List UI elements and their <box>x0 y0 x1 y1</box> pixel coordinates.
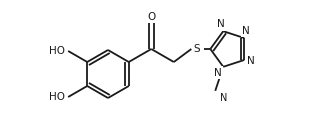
Text: HO: HO <box>49 46 65 56</box>
Text: N: N <box>242 26 250 36</box>
Text: HO: HO <box>49 92 65 102</box>
Text: N: N <box>219 93 227 103</box>
Text: N: N <box>247 56 255 66</box>
Text: S: S <box>193 44 200 54</box>
Text: N: N <box>217 19 225 29</box>
Text: N: N <box>214 68 222 78</box>
Text: O: O <box>147 12 155 22</box>
